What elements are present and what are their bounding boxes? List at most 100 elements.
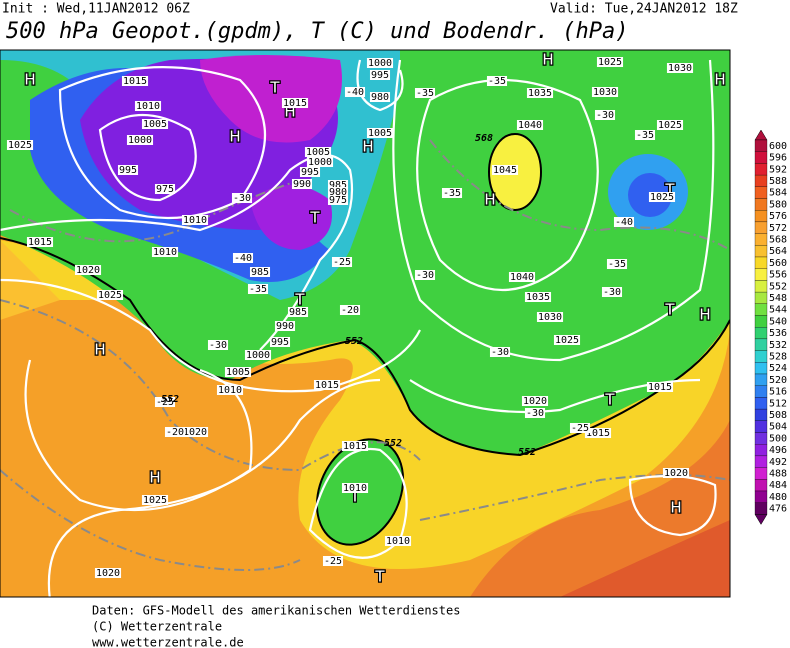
label-box — [369, 70, 391, 80]
isobar-label: 1000 — [368, 58, 392, 69]
isobar-label: 1040 — [518, 120, 542, 131]
label-box — [524, 292, 552, 302]
label-box — [322, 556, 344, 566]
isobar-label: 990 — [276, 321, 294, 332]
label-box — [591, 87, 619, 97]
label-box — [151, 247, 179, 257]
label-box — [6, 140, 34, 150]
colorbar-swatch — [754, 455, 768, 468]
geopotential-label: 552 — [161, 394, 179, 405]
label-box — [648, 192, 676, 202]
label-box — [369, 92, 391, 102]
label-box — [181, 215, 209, 225]
colorbar-swatch — [754, 479, 768, 492]
colorbar-swatch — [754, 490, 768, 503]
temperature-label: -35 — [416, 88, 434, 99]
label-box — [181, 427, 209, 437]
colorbar-swatch — [754, 373, 768, 386]
isobar-label: 1015 — [123, 76, 147, 87]
label-box — [526, 88, 554, 98]
temperature-label: -30 — [526, 408, 544, 419]
label-box — [331, 257, 353, 267]
isobar-label: 1010 — [218, 385, 242, 396]
label-box — [553, 335, 581, 345]
label-box — [489, 347, 511, 357]
isobar-label: 1005 — [306, 147, 330, 158]
colorbar-label: 512 — [769, 398, 787, 409]
label-box — [232, 253, 254, 263]
colorbar-label: 592 — [769, 164, 787, 175]
pressure-center: T — [604, 391, 615, 409]
label-box — [164, 427, 186, 437]
isobar-label: 1025 — [650, 192, 674, 203]
colorbar-label: 480 — [769, 492, 787, 503]
pressure-center: H — [362, 138, 373, 156]
geopotential-label: 568 — [475, 133, 493, 144]
colorbar-swatch — [754, 139, 768, 152]
label-box — [584, 428, 612, 438]
isobar-label: 980 — [371, 92, 389, 103]
isobar-label: 1025 — [555, 335, 579, 346]
label-box — [141, 495, 169, 505]
colorbar-swatch — [754, 362, 768, 375]
footer-line: www.wetterzentrale.de — [92, 636, 244, 648]
isobar-label: 1015 — [28, 237, 52, 248]
footer-line: (C) Wetterzentrale — [92, 620, 222, 634]
colorbar-label: 552 — [769, 281, 787, 292]
temperature-label: -25 — [156, 397, 174, 408]
label-box — [486, 76, 508, 86]
isobar-label: 1010 — [343, 483, 367, 494]
isobar-label: 1040 — [510, 272, 534, 283]
isobar-label: 1010 — [136, 101, 160, 112]
temperature-label: -30 — [603, 287, 621, 298]
colorbar-label: 476 — [769, 504, 787, 515]
colorbar-label: 568 — [769, 234, 787, 245]
isobar-label: 1010 — [183, 215, 207, 226]
isobar-label: 1000 — [246, 350, 270, 361]
temperature-label: -30 — [233, 193, 251, 204]
colorbar-label: 520 — [769, 375, 787, 386]
colorbar-cap — [754, 129, 768, 141]
temperature-label: -40 — [615, 217, 633, 228]
colorbar-label: 548 — [769, 293, 787, 304]
map-title: 500 hPa Geopot.(gpdm), T (C) und Bodendr… — [6, 19, 629, 44]
isobar-label: 1015 — [648, 382, 672, 393]
temperature-label: -35 — [608, 259, 626, 270]
colorbar-label: 596 — [769, 153, 787, 164]
colorbar-label: 560 — [769, 258, 787, 269]
colorbar: 6005965925885845805765725685645605565525… — [754, 129, 787, 525]
isobar-label: 990 — [293, 179, 311, 190]
label-box — [141, 119, 169, 129]
colorbar-label: 484 — [769, 480, 787, 491]
label-box — [291, 179, 313, 189]
label-box — [327, 180, 349, 190]
isobar-label: 980 — [329, 187, 347, 198]
isobar-label: 995 — [119, 165, 137, 176]
map-frame — [0, 49, 731, 598]
isobar-label: 1000 — [128, 135, 152, 146]
colorbar-swatch — [754, 397, 768, 410]
isobar-label: 1045 — [493, 165, 517, 176]
temperature-label: -35 — [636, 130, 654, 141]
colorbar-label: 588 — [769, 176, 787, 187]
colorbar-swatch — [754, 163, 768, 176]
pressure-center: T — [269, 79, 280, 97]
label-box — [521, 396, 549, 406]
label-box — [339, 305, 361, 315]
isobar-label: 1030 — [538, 312, 562, 323]
colorbar-label: 504 — [769, 422, 787, 433]
pressure-center: H — [670, 499, 681, 517]
pressure-center: H — [24, 71, 35, 89]
temperature-label: -40 — [234, 253, 252, 264]
label-box — [606, 259, 628, 269]
label-box — [662, 468, 690, 478]
label-box — [274, 321, 296, 331]
temperature-label: -25 — [324, 556, 342, 567]
isobar-label: 1020 — [664, 468, 688, 479]
colorbar-swatch — [754, 303, 768, 316]
colorbar-swatch — [754, 467, 768, 480]
label-box — [634, 130, 656, 140]
label-box — [26, 237, 54, 247]
label-box — [508, 272, 536, 282]
isobar-label: 1025 — [598, 57, 622, 68]
